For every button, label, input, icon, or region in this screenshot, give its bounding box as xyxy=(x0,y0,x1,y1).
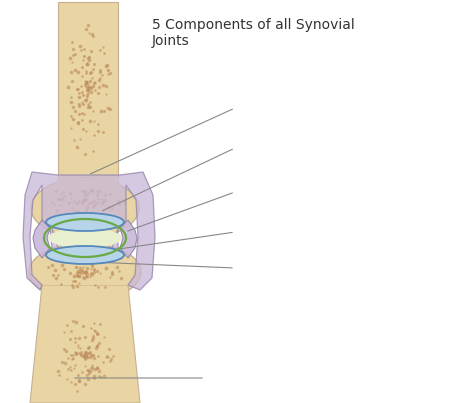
Polygon shape xyxy=(23,172,155,290)
Polygon shape xyxy=(30,285,140,403)
Ellipse shape xyxy=(29,243,141,301)
Polygon shape xyxy=(58,2,118,178)
Ellipse shape xyxy=(46,213,124,231)
Polygon shape xyxy=(33,220,50,258)
Ellipse shape xyxy=(46,246,124,264)
Ellipse shape xyxy=(48,228,122,248)
Polygon shape xyxy=(42,272,128,285)
Text: 5 Components of all Synovial
Joints: 5 Components of all Synovial Joints xyxy=(152,18,355,48)
Polygon shape xyxy=(40,178,130,210)
Ellipse shape xyxy=(31,178,139,238)
Polygon shape xyxy=(120,220,137,258)
